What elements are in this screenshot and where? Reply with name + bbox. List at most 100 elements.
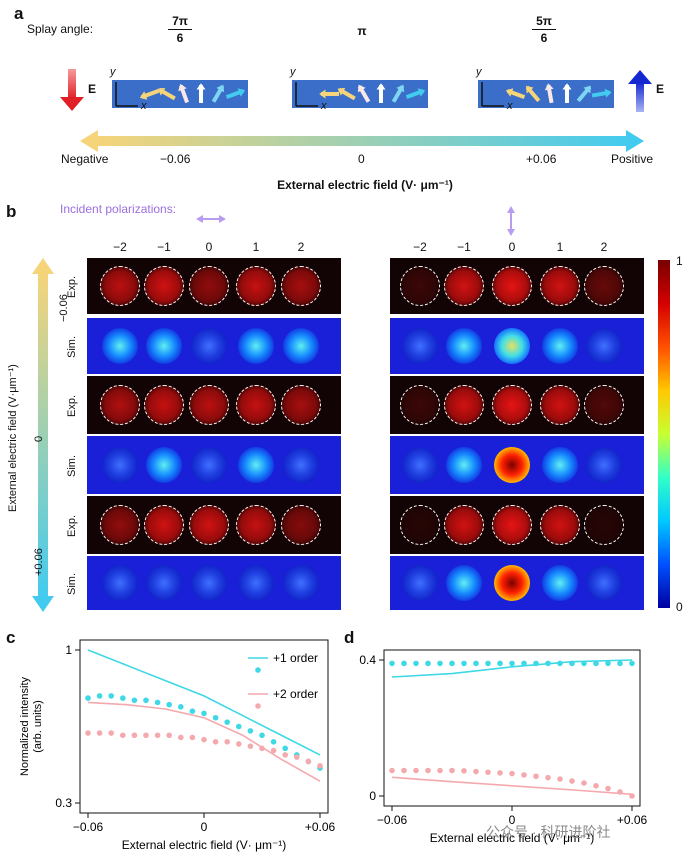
data-point <box>497 660 503 667</box>
diffraction-spot-exp <box>189 385 229 425</box>
data-point <box>108 730 114 736</box>
e-label-right: E <box>656 82 665 96</box>
side-tick-plus006: +0.06 <box>33 548 45 576</box>
data-point <box>425 767 431 774</box>
diffraction-spot-exp <box>444 266 484 306</box>
data-point <box>389 767 395 774</box>
data-point <box>294 754 300 760</box>
data-point <box>270 739 277 745</box>
y-tick-label: 0.4 <box>359 653 376 667</box>
lc-director-arrowhead <box>544 83 554 91</box>
lc-director-arrowhead <box>357 84 366 93</box>
row-label: Exp. <box>66 394 78 417</box>
data-point <box>166 701 172 708</box>
data-point <box>143 732 149 739</box>
legend-label: +2 order <box>273 687 318 701</box>
data-point <box>521 772 527 778</box>
diffraction-spot-exp <box>444 505 484 545</box>
row-label: Sim. <box>66 455 78 477</box>
colorbar-tick-max: 1 <box>676 254 683 268</box>
side-axis-title: External electric field (V·μm⁻¹) <box>7 364 19 512</box>
diffraction-spot-exp <box>144 505 184 545</box>
data-point <box>189 708 196 714</box>
data-point <box>581 780 587 786</box>
lc-director-arrowhead <box>196 83 206 90</box>
splay-angle-7pi6: 7π 6 <box>162 14 198 45</box>
colorbar <box>658 260 670 608</box>
data-point <box>413 767 419 774</box>
data-point <box>154 732 161 739</box>
data-point <box>282 752 289 758</box>
lc-director-arrowhead <box>237 88 246 97</box>
diffraction-spot-exp <box>100 505 140 545</box>
lc-director-arrowhead <box>178 83 187 92</box>
data-point <box>593 783 599 789</box>
data-point <box>437 767 443 774</box>
data-point <box>509 770 515 777</box>
simulated-pattern <box>390 436 644 494</box>
data-point <box>557 660 563 667</box>
data-point <box>247 743 254 749</box>
data-point <box>143 697 149 704</box>
axis-x-label: x <box>321 100 327 112</box>
series-line <box>391 659 633 678</box>
data-point <box>317 763 323 769</box>
data-point <box>581 660 587 667</box>
vertical-polarization-icon <box>507 206 515 236</box>
data-point <box>545 660 551 667</box>
chart-c: −0.06 0 +0.06 1 0.3 External electric field (… <box>19 639 336 852</box>
diffraction-spot-sim <box>586 328 622 364</box>
data-point <box>485 769 491 775</box>
diffraction-spot-sim <box>494 447 530 483</box>
data-point <box>449 660 455 667</box>
splay-angle-pi: π <box>357 24 367 38</box>
diffraction-spot-exp <box>444 385 484 425</box>
diffraction-order-label: 2 <box>600 240 608 254</box>
diffraction-spot-sim <box>146 447 182 483</box>
legend-marker <box>255 667 261 673</box>
field-tick-positive: Positive <box>611 152 654 166</box>
diffraction-spot-exp <box>584 266 624 306</box>
diffraction-spot-exp <box>189 505 229 545</box>
data-point <box>533 773 539 780</box>
diffraction-spot-exp <box>492 266 532 306</box>
row-label: Sim. <box>66 573 78 595</box>
diffraction-spot-sim <box>542 565 578 601</box>
diffraction-spot-sim <box>102 447 138 483</box>
row-label: Sim. <box>66 336 78 358</box>
y-axis-label: Normalized intensity(arb. units) <box>19 676 44 776</box>
field-tick-minus006: −0.06 <box>160 152 191 166</box>
legend-label: +1 order <box>273 651 318 665</box>
data-point <box>178 704 184 710</box>
data-point <box>425 660 431 667</box>
diffraction-spot-sim <box>402 447 438 483</box>
lc-director-arrowhead <box>157 87 166 96</box>
data-point <box>305 758 312 765</box>
diffraction-order-label: −1 <box>157 240 171 254</box>
data-point <box>617 789 623 795</box>
lc-director-arrowhead <box>583 85 591 94</box>
splay-angle-5pi6: 5π 6 <box>526 14 562 45</box>
axis-y-label: y <box>110 66 116 78</box>
diffraction-spot-exp <box>236 505 276 545</box>
data-point <box>533 660 539 667</box>
diffraction-spot-sim <box>446 565 482 601</box>
diffraction-spot-sim <box>146 565 182 601</box>
data-point <box>629 793 635 799</box>
data-point <box>509 660 515 667</box>
diffraction-spot-exp <box>281 505 321 545</box>
experimental-pattern <box>87 496 341 554</box>
field-tick-plus006: +0.06 <box>526 152 557 166</box>
diffraction-spot-sim <box>191 565 227 601</box>
positive-field-arrow-icon <box>628 70 652 112</box>
diffraction-order-label: 2 <box>297 240 305 254</box>
data-point <box>449 767 455 774</box>
data-point <box>236 723 242 730</box>
data-point <box>282 745 289 752</box>
data-point <box>247 728 254 734</box>
diffraction-spot-exp <box>400 385 440 425</box>
panel-c-label: c <box>6 628 16 647</box>
diffraction-spot-exp <box>400 505 440 545</box>
x-tick-label: +0.06 <box>305 820 336 834</box>
